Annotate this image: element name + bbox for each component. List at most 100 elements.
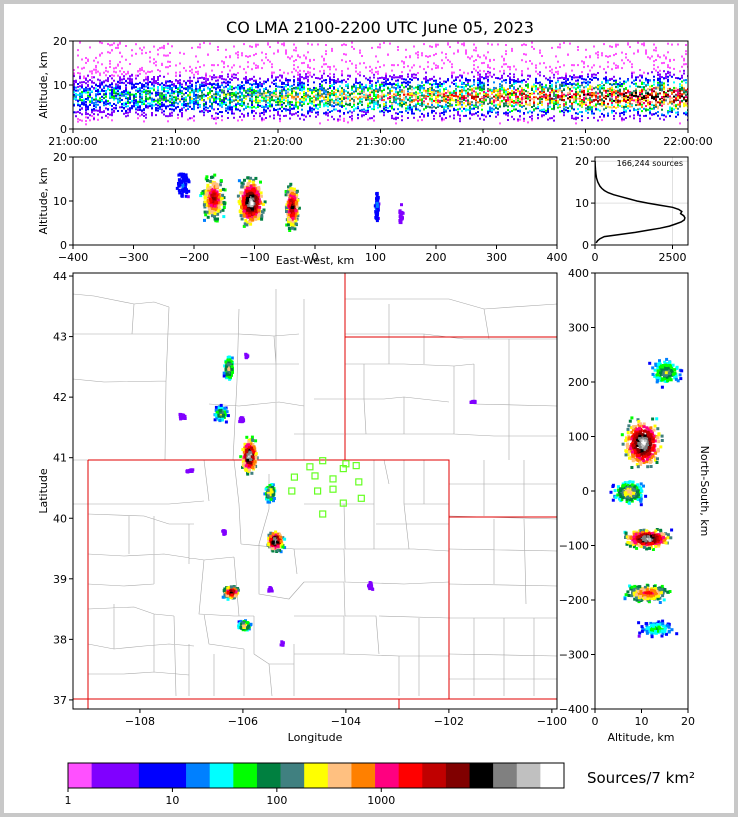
time-height-cell bbox=[327, 109, 329, 112]
time-height-cell bbox=[117, 43, 119, 46]
time-height-cell bbox=[425, 71, 427, 74]
time-height-cell bbox=[163, 84, 165, 87]
time-height-cell bbox=[205, 82, 207, 85]
time-height-cell bbox=[153, 77, 155, 80]
time-height-cell bbox=[85, 116, 87, 119]
time-height-cell bbox=[533, 103, 535, 106]
time-height-cell bbox=[545, 77, 547, 80]
time-height-cell bbox=[237, 88, 239, 91]
time-height-cell bbox=[373, 108, 375, 111]
time-height-cell bbox=[77, 83, 79, 85]
time-height-cell bbox=[91, 108, 93, 111]
time-height-cell bbox=[383, 81, 385, 84]
time-height-cell bbox=[465, 97, 467, 99]
time-height-cell bbox=[231, 112, 233, 115]
time-height-cell bbox=[453, 79, 455, 82]
time-height-cell bbox=[91, 90, 93, 93]
time-height-cell bbox=[441, 105, 443, 108]
time-height-cell bbox=[189, 79, 191, 82]
time-height-cell bbox=[91, 111, 93, 114]
time-height-cell bbox=[97, 103, 99, 106]
time-height-cell bbox=[133, 96, 135, 99]
time-height-cell bbox=[499, 94, 501, 97]
time-height-cell bbox=[143, 101, 145, 104]
time-height-cell bbox=[543, 62, 545, 65]
time-height-cell bbox=[145, 116, 147, 119]
time-height-cell bbox=[363, 95, 365, 98]
time-height-cell bbox=[531, 119, 533, 122]
time-height-cell bbox=[231, 66, 233, 69]
time-height-cell bbox=[259, 104, 261, 107]
time-height-cell bbox=[233, 73, 235, 76]
time-height-cell bbox=[549, 82, 551, 84]
time-height-cell bbox=[489, 107, 491, 110]
time-height-cell bbox=[275, 94, 277, 97]
time-height-cell bbox=[303, 82, 305, 85]
time-height-cell bbox=[539, 96, 541, 99]
time-height-cell bbox=[209, 100, 211, 103]
time-height-cell bbox=[249, 45, 251, 48]
time-height-cell bbox=[589, 108, 591, 111]
time-height-cell bbox=[123, 75, 125, 78]
time-height-cell bbox=[147, 86, 149, 89]
time-height-cell bbox=[125, 105, 127, 108]
time-height-cell bbox=[349, 96, 351, 99]
time-height-cell bbox=[215, 116, 217, 119]
time-height-cell bbox=[583, 89, 585, 92]
time-height-cell bbox=[291, 84, 293, 87]
time-height-cell bbox=[175, 90, 177, 93]
time-height-cell bbox=[483, 82, 485, 85]
time-height-cell bbox=[539, 102, 541, 104]
time-height-cell bbox=[375, 97, 377, 99]
time-height-cell bbox=[535, 107, 537, 110]
time-height-cell bbox=[471, 90, 473, 93]
time-height-cell bbox=[365, 77, 367, 80]
time-height-cell bbox=[373, 106, 375, 109]
time-height-cell bbox=[389, 75, 391, 78]
time-height-cell bbox=[159, 74, 161, 77]
time-height-cell bbox=[205, 103, 207, 105]
time-height-cell bbox=[405, 97, 407, 100]
time-height-cell bbox=[563, 99, 565, 101]
time-height-cell bbox=[299, 87, 301, 90]
time-height-cell bbox=[353, 92, 355, 95]
time-height-cell bbox=[457, 95, 459, 98]
time-height-cell bbox=[145, 78, 147, 81]
time-height-cell bbox=[345, 43, 347, 46]
time-height-cell bbox=[213, 86, 215, 89]
time-height-cell bbox=[465, 92, 467, 95]
time-height-cell bbox=[395, 99, 397, 102]
time-height-cell bbox=[97, 118, 99, 121]
time-height-cell bbox=[475, 101, 477, 104]
time-height-cell bbox=[85, 82, 87, 85]
time-height-cell bbox=[411, 106, 413, 109]
time-height-cell bbox=[87, 88, 89, 91]
time-height-cell bbox=[257, 106, 259, 108]
time-height-cell bbox=[395, 96, 397, 99]
time-height-cell bbox=[435, 85, 437, 88]
time-height-cell bbox=[433, 93, 435, 96]
time-height-cell bbox=[473, 64, 475, 67]
time-height-cell bbox=[465, 89, 467, 92]
time-height-cell bbox=[115, 85, 117, 88]
time-height-cell bbox=[401, 119, 403, 122]
time-height-cell bbox=[565, 106, 567, 109]
time-height-cell bbox=[229, 98, 231, 101]
time-height-cell bbox=[255, 67, 257, 69]
time-height-cell bbox=[351, 111, 353, 114]
time-height-cell bbox=[171, 98, 173, 101]
time-height-cell bbox=[389, 105, 391, 108]
time-height-cell bbox=[93, 68, 95, 71]
time-height-cell bbox=[301, 113, 303, 116]
time-height-cell bbox=[95, 96, 97, 99]
time-height-cell bbox=[123, 71, 125, 73]
time-height-cell bbox=[199, 83, 201, 86]
time-height-cell bbox=[361, 83, 363, 86]
time-height-cell bbox=[559, 110, 561, 113]
time-height-cell bbox=[315, 106, 317, 109]
time-height-cell bbox=[179, 84, 181, 87]
time-height-cell bbox=[413, 64, 415, 67]
time-height-cell bbox=[237, 92, 239, 95]
time-height-cell bbox=[601, 104, 603, 107]
